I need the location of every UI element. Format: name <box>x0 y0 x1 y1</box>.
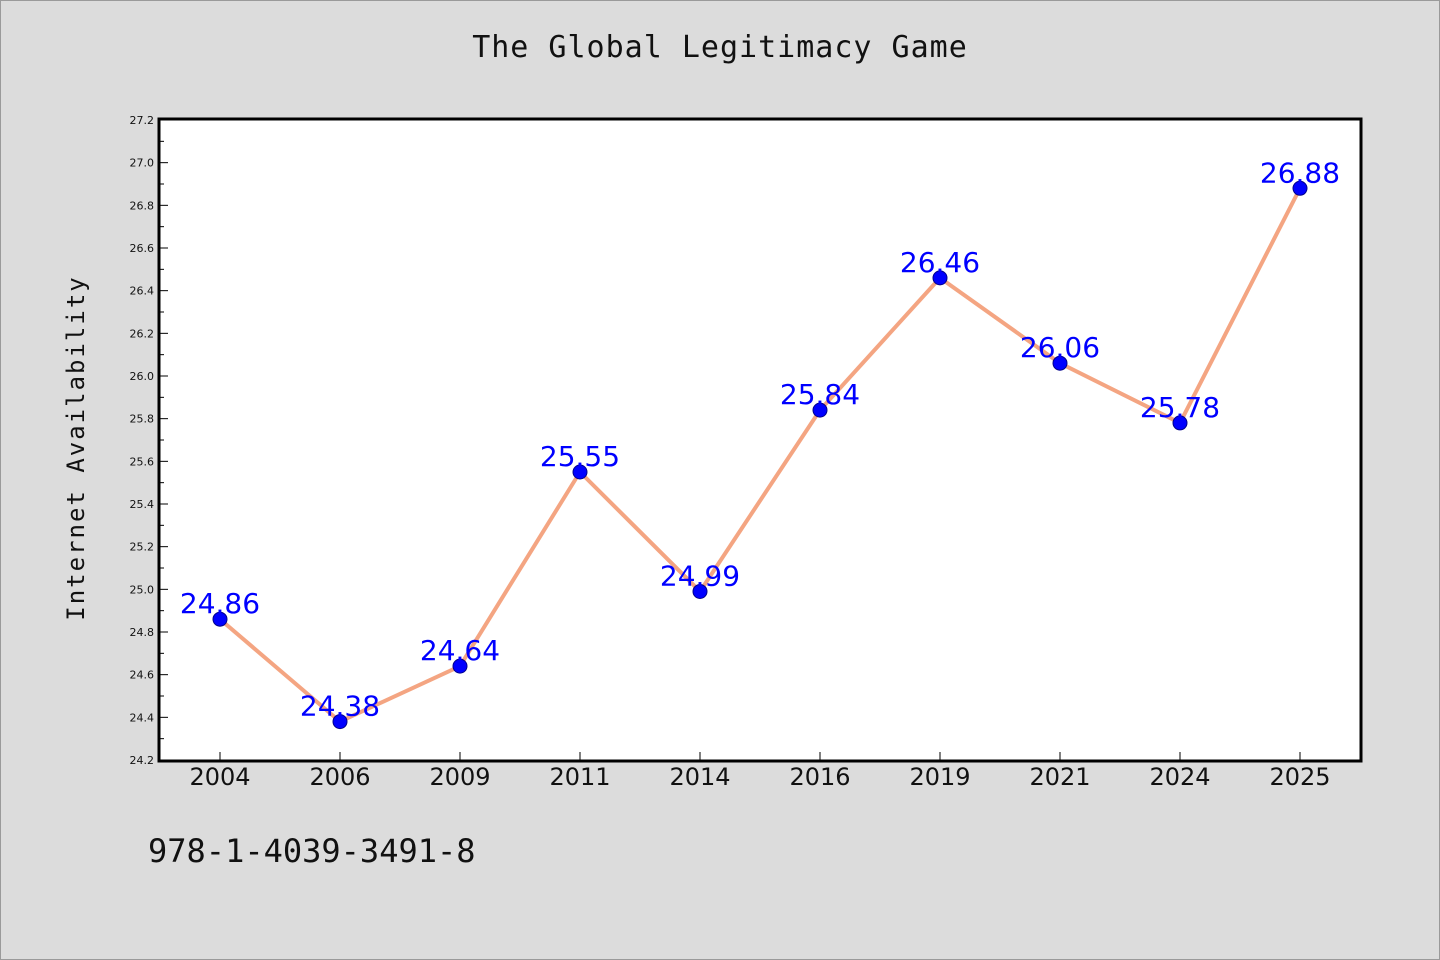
y-tick-label: 25.8 <box>130 413 155 426</box>
y-tick-label: 24.6 <box>130 669 155 682</box>
x-tick-label: 2024 <box>1149 763 1210 791</box>
data-point <box>1292 180 1308 196</box>
chart-title: The Global Legitimacy Game <box>472 30 968 65</box>
y-axis-label: Internet Availability <box>62 275 90 620</box>
isbn-text: 978-1-4039-3491-8 <box>148 832 476 870</box>
y-tick-label: 27.2 <box>130 114 155 127</box>
data-point <box>332 714 348 730</box>
data-label: 24.86 <box>180 587 260 620</box>
x-tick-label: 2016 <box>789 763 850 791</box>
x-tick-label: 2021 <box>1029 763 1090 791</box>
plot-area <box>157 117 1363 763</box>
data-label: 24.99 <box>660 559 740 592</box>
data-label: 26.88 <box>1260 156 1340 189</box>
data-point <box>212 611 228 627</box>
data-label: 25.55 <box>540 440 620 473</box>
y-tick-label: 25.4 <box>130 498 155 511</box>
y-tick-label: 26.4 <box>130 285 155 298</box>
x-axis: 2004 2006 2009 2011 2014 2016 2019 2021 2024 2025 <box>189 752 1331 791</box>
data-point <box>1172 415 1188 431</box>
y-tick-label: 27.0 <box>130 157 155 170</box>
data-label: 24.38 <box>300 690 380 723</box>
y-tick-label: 24.8 <box>130 626 155 639</box>
data-label: 26.06 <box>1020 331 1100 364</box>
x-tick-label: 2019 <box>909 763 970 791</box>
x-tick-label: 2004 <box>189 763 250 791</box>
series-line <box>218 187 1302 724</box>
y-tick-label: 26.6 <box>130 242 155 255</box>
data-point <box>692 583 708 599</box>
data-label: 25.84 <box>780 378 860 411</box>
data-point <box>1052 355 1068 371</box>
x-tick-label: 2006 <box>309 763 370 791</box>
y-tick-label: 25.6 <box>130 455 155 468</box>
data-point <box>812 402 828 418</box>
y-tick-label: 26.2 <box>130 327 155 340</box>
data-label: 25.78 <box>1140 391 1220 424</box>
y-tick-label: 26.0 <box>130 370 155 383</box>
y-tick-label: 25.2 <box>130 541 155 554</box>
x-tick-label: 2014 <box>669 763 730 791</box>
series-group <box>212 180 1308 730</box>
data-label-group: 24.86 24.38 24.64 25.55 24.99 25.84 26.46 26.06… <box>180 156 1340 722</box>
y-tick-label: 24.4 <box>130 711 155 724</box>
y-tick-label: 26.8 <box>130 199 155 212</box>
data-label: 24.64 <box>420 634 500 667</box>
y-axis: 24.2 24.4 24.6 24.8 25.0 25.2 25.4 25.6 25.8 26.0… <box>130 114 168 767</box>
data-label: 26.46 <box>900 246 980 279</box>
y-tick-label: 25.0 <box>130 583 155 596</box>
x-tick-label: 2025 <box>1269 763 1330 791</box>
data-point <box>452 658 468 674</box>
data-point <box>932 270 948 286</box>
y-tick-label: 24.2 <box>130 754 155 767</box>
x-tick-label: 2009 <box>429 763 490 791</box>
data-point <box>572 464 588 480</box>
x-tick-label: 2011 <box>549 763 610 791</box>
